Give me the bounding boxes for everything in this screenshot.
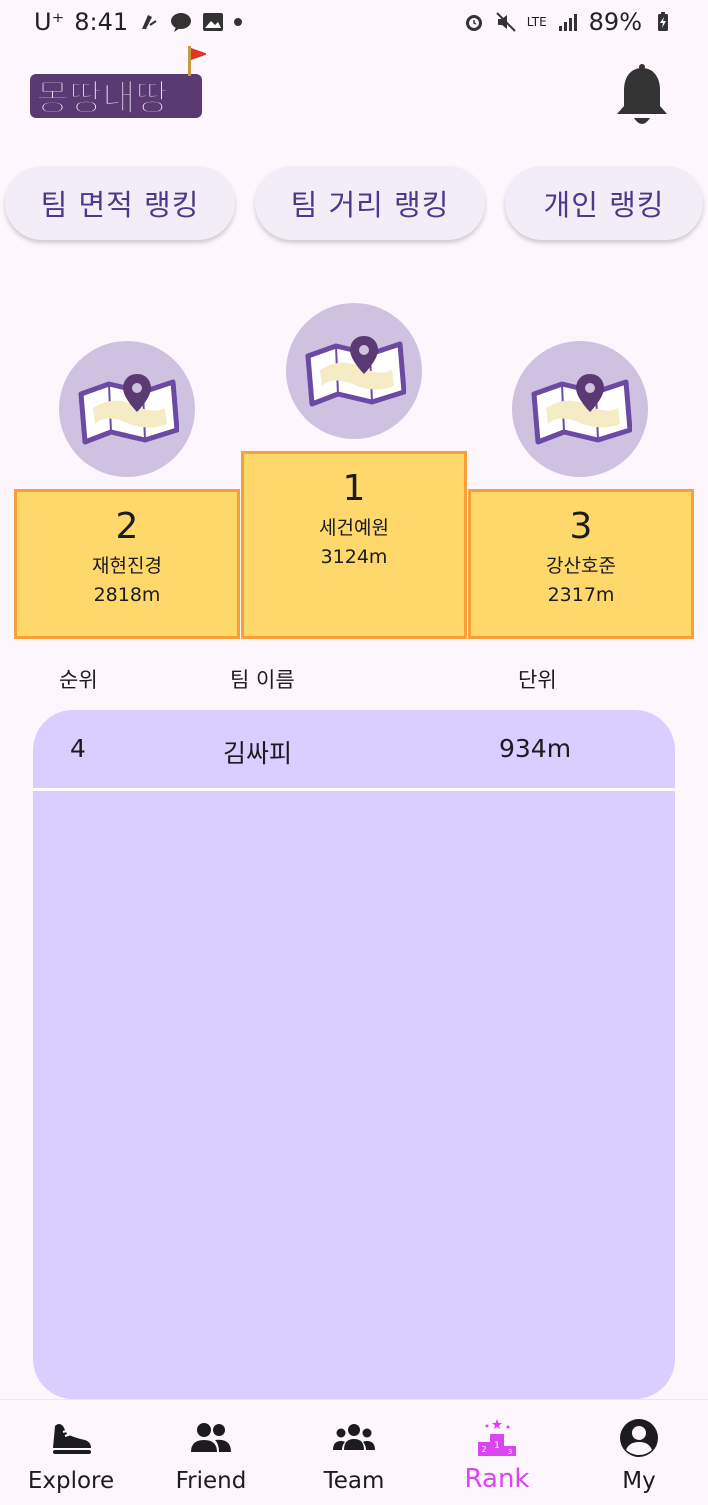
carrier-label: U⁺	[34, 8, 65, 36]
bottom-navigation: Explore Friend Team	[0, 1399, 708, 1505]
ranking-list[interactable]: 4 김싸피 934m	[33, 710, 675, 1399]
second-place-avatar	[59, 341, 195, 477]
account-icon	[620, 1419, 658, 1457]
podium-third[interactable]: 3 강산호준 2317m	[468, 489, 694, 639]
nav-explore[interactable]: Explore	[0, 1400, 142, 1505]
mute-icon	[495, 12, 516, 32]
battery-percent: 89%	[588, 8, 642, 36]
signal-icon	[558, 14, 577, 31]
third-place-avatar	[512, 341, 648, 477]
svg-text:2: 2	[481, 1445, 486, 1454]
nav-team[interactable]: Team	[283, 1400, 425, 1505]
podium-distance: 2818m	[93, 584, 161, 606]
people-icon	[191, 1423, 231, 1452]
map-pin-icon	[78, 374, 179, 445]
podium-rank: 1	[342, 468, 366, 509]
podium-team-name: 재현진경	[92, 555, 162, 577]
nav-rank[interactable]: 1 2 3 Rank	[426, 1400, 568, 1505]
row-rank: 4	[70, 734, 86, 763]
podium-rank: 3	[569, 506, 593, 547]
clock: 8:41	[74, 8, 129, 36]
row-team-name: 김싸피	[223, 739, 293, 768]
podium-second[interactable]: 2 재현진경 2818m	[14, 489, 240, 639]
app-logo[interactable]: 몽땅내땅	[28, 44, 206, 120]
running-app-icon	[142, 15, 157, 29]
tab-personal-ranking[interactable]: 개인 랭킹	[505, 166, 703, 240]
podium-first[interactable]: 1 세건예원 3124m	[241, 451, 467, 639]
podium-rank: 2	[115, 506, 139, 547]
nav-label: Rank	[464, 1464, 530, 1494]
status-bar: U⁺ 8:41 LTE 89%	[0, 0, 708, 46]
first-place-avatar	[286, 303, 422, 439]
nav-my[interactable]: My	[568, 1400, 708, 1505]
column-header-team-name: 팀 이름	[230, 668, 295, 692]
tab-label: 개인 랭킹	[543, 188, 665, 222]
tab-label: 팀 면적 랭킹	[40, 188, 200, 222]
column-header-unit: 단위	[518, 668, 557, 692]
svg-text:몽땅내땅: 몽땅내땅	[36, 78, 168, 119]
podium-distance: 2317m	[547, 584, 615, 606]
more-notifications-icon	[234, 18, 243, 26]
map-pin-icon	[305, 336, 406, 407]
row-distance: 934m	[499, 734, 572, 763]
podium-distance: 3124m	[320, 546, 388, 568]
nav-label: Team	[323, 1468, 385, 1494]
shoe-icon	[53, 1424, 91, 1454]
podium-team-name: 강산호준	[546, 555, 616, 577]
tab-label: 팀 거리 랭킹	[290, 188, 450, 222]
gallery-icon	[203, 13, 224, 31]
nav-label: Explore	[27, 1468, 115, 1494]
podium-icon: 1 2 3	[478, 1419, 516, 1456]
svg-text:1: 1	[494, 1441, 500, 1451]
table-row[interactable]: 4 김싸피 934m	[33, 710, 675, 788]
tab-team-distance-ranking[interactable]: 팀 거리 랭킹	[255, 166, 485, 240]
network-type: LTE	[526, 15, 547, 29]
nav-label: My	[622, 1468, 656, 1494]
tab-team-area-ranking[interactable]: 팀 면적 랭킹	[5, 166, 235, 240]
group-icon	[333, 1424, 375, 1450]
svg-text:3: 3	[508, 1448, 512, 1456]
kakaotalk-icon	[171, 13, 192, 32]
podium-team-name: 세건예원	[319, 517, 389, 539]
nav-friend[interactable]: Friend	[140, 1400, 282, 1505]
battery-icon	[658, 12, 668, 31]
nav-label: Friend	[175, 1468, 247, 1494]
row-divider	[33, 788, 675, 791]
alarm-icon	[465, 15, 482, 31]
notification-bell-icon[interactable]	[614, 64, 670, 128]
column-header-rank: 순위	[59, 668, 98, 692]
map-pin-icon	[531, 374, 632, 445]
